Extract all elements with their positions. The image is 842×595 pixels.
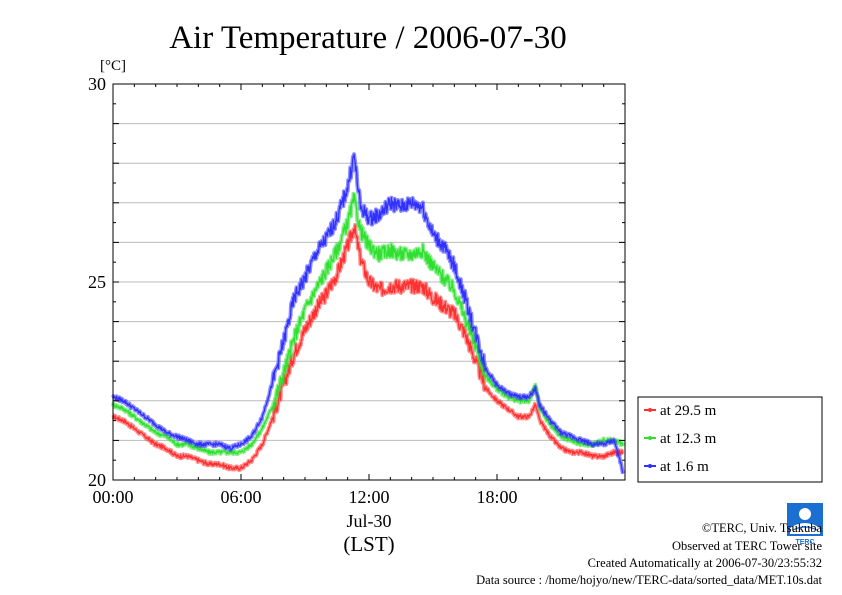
copyright-text: ©TERC, Univ. Tsukuba (702, 521, 823, 535)
legend-label: at 29.5 m (660, 403, 717, 419)
series-band (111, 223, 625, 472)
chart-title: Air Temperature / 2006-07-30 (169, 20, 567, 56)
y-tick-label: 20 (88, 470, 106, 490)
x-tick-label: 12:00 (348, 487, 389, 507)
series-lines (111, 152, 625, 475)
legend-box (637, 396, 823, 483)
y-tick-label: 30 (88, 74, 106, 94)
y-tick-label: 25 (88, 272, 106, 292)
legend-label: at 12.3 m (660, 431, 717, 447)
x-axis-label: (LST) (343, 532, 394, 556)
y-axis-label: [°C] (100, 58, 126, 74)
legend-marker (648, 436, 652, 440)
tick-labels: 20 25 30 00:00 06:00 12:00 18:00 (88, 74, 518, 507)
x-tick-label: 18:00 (476, 487, 517, 507)
legend-marker (648, 464, 652, 468)
legend: at 29.5 m at 12.3 m at 1.6 m (637, 396, 823, 483)
axis-ticks (112, 83, 626, 481)
observed-text: Observed at TERC Tower site (672, 539, 822, 553)
created-text: Created Automatically at 2006-07-30/23:5… (588, 556, 822, 570)
logo-text: TERC (795, 539, 814, 546)
terc-logo-icon: TERC (787, 503, 823, 546)
x-tick-label: 06:00 (220, 487, 261, 507)
legend-marker (648, 408, 652, 412)
legend-label: at 1.6 m (660, 459, 709, 475)
source-text: Data source : /home/hojyo/new/TERC-data/… (476, 573, 822, 587)
series-line (112, 224, 624, 471)
date-label: Jul-30 (347, 511, 392, 531)
x-tick-label: 00:00 (92, 487, 133, 507)
footer-credits: ©TERC, Univ. Tsukuba Observed at TERC To… (476, 521, 822, 587)
series-line (112, 153, 624, 474)
